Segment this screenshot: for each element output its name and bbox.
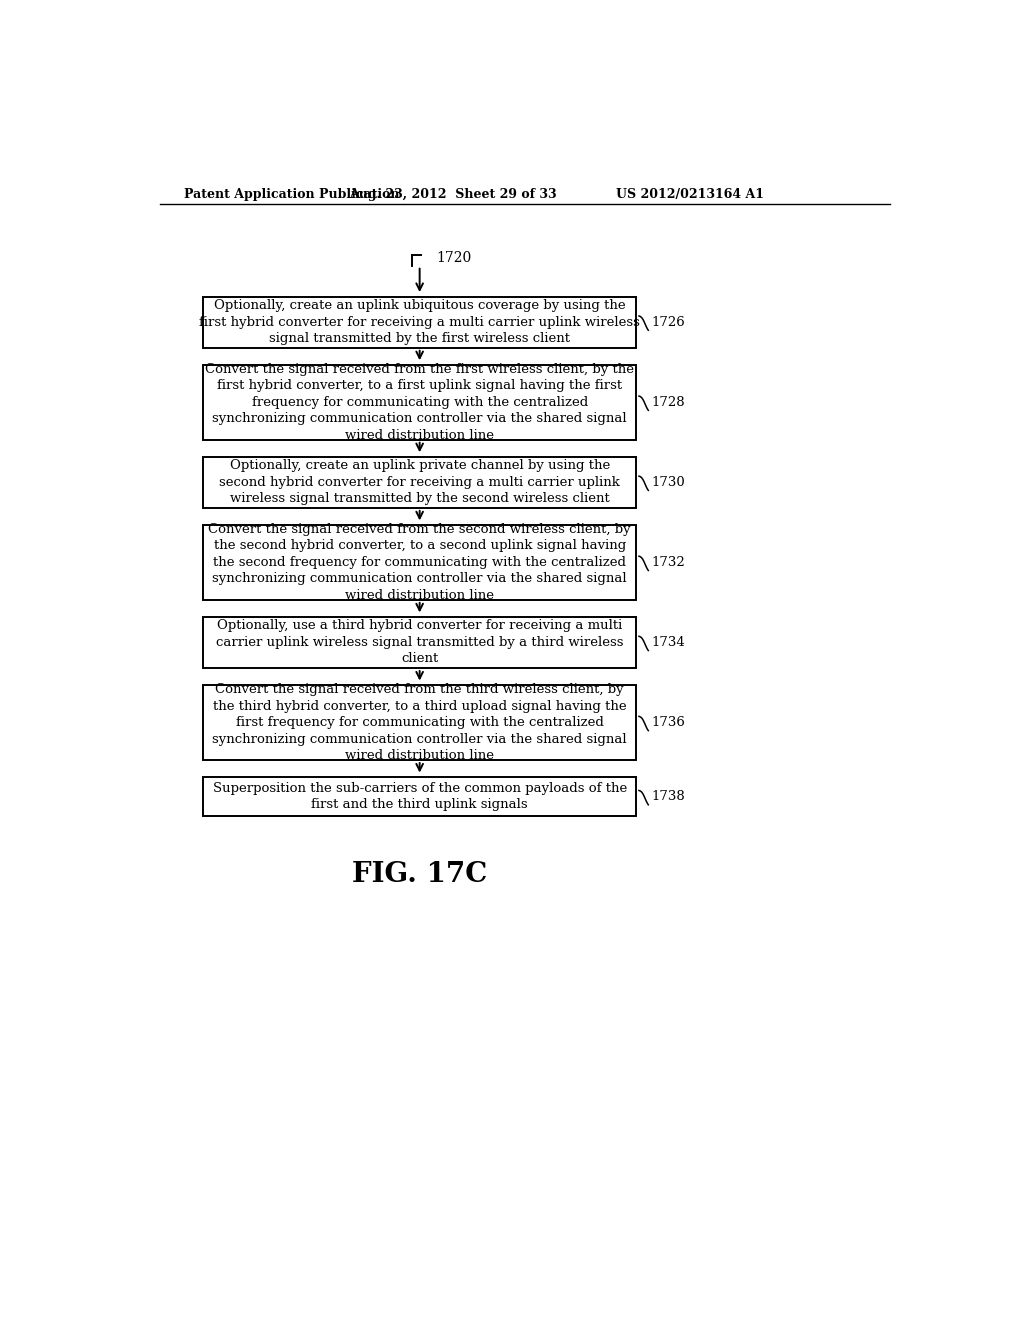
Text: Convert the signal received from the second wireless client, by
the second hybri: Convert the signal received from the sec… <box>208 523 631 602</box>
Bar <box>204 457 636 508</box>
Bar <box>204 364 636 440</box>
Text: 1736: 1736 <box>651 715 685 729</box>
Text: 1726: 1726 <box>651 315 685 329</box>
Text: 1730: 1730 <box>651 475 685 488</box>
Text: 1734: 1734 <box>651 636 685 649</box>
Text: Convert the signal received from the third wireless client, by
the third hybrid : Convert the signal received from the thi… <box>212 682 627 762</box>
Bar <box>204 297 636 347</box>
Text: Optionally, create an uplink ubiquitous coverage by using the
first hybrid conve: Optionally, create an uplink ubiquitous … <box>200 300 640 345</box>
Bar <box>204 777 636 816</box>
Text: 1728: 1728 <box>651 396 685 409</box>
Bar <box>204 525 636 599</box>
Text: Optionally, create an uplink private channel by using the
second hybrid converte: Optionally, create an uplink private cha… <box>219 459 621 506</box>
Text: Superposition the sub-carriers of the common payloads of the
first and the third: Superposition the sub-carriers of the co… <box>213 781 627 812</box>
Text: Optionally, use a third hybrid converter for receiving a multi
carrier uplink wi: Optionally, use a third hybrid converter… <box>216 619 624 665</box>
Text: 1720: 1720 <box>436 251 472 265</box>
Text: 1732: 1732 <box>651 556 685 569</box>
Text: Patent Application Publication: Patent Application Publication <box>183 189 399 202</box>
Bar <box>204 685 636 760</box>
Text: 1738: 1738 <box>651 791 685 803</box>
Text: FIG. 17C: FIG. 17C <box>352 861 487 887</box>
Text: US 2012/0213164 A1: US 2012/0213164 A1 <box>616 189 764 202</box>
Text: Convert the signal received from the first wireless client, by the
first hybrid : Convert the signal received from the fir… <box>205 363 634 442</box>
Bar <box>204 616 636 668</box>
Text: Aug. 23, 2012  Sheet 29 of 33: Aug. 23, 2012 Sheet 29 of 33 <box>349 189 557 202</box>
